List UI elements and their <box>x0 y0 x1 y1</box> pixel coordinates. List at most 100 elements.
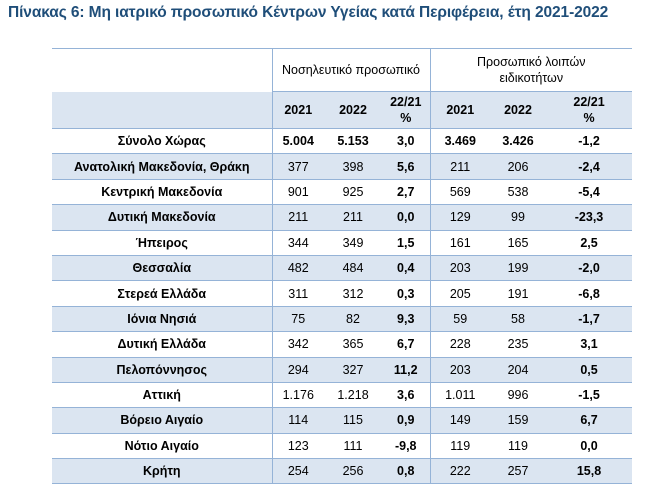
region-cell: Κεντρική Μακεδονία <box>52 179 272 206</box>
other-2022-cell: 257 <box>490 458 546 484</box>
other-change-cell: -23,3 <box>546 204 633 231</box>
other-2021-cell: 161 <box>429 230 490 256</box>
other-change-header-line1: 22/21 <box>573 95 605 109</box>
table-row: Θεσσαλία 482 484 0,4 203 199 -2,0 <box>52 255 633 282</box>
nursing-2021-cell: 1.176 <box>271 382 324 409</box>
nursing-2022-cell: 115 <box>324 407 382 434</box>
region-cell: Βόρειο Αιγαίο <box>52 407 272 434</box>
nursing-change-cell: 0,4 <box>382 255 430 282</box>
nursing-2022-cell: 312 <box>324 280 382 307</box>
other-2022-header: 2022 <box>490 91 546 129</box>
nursing-change-cell: 6,7 <box>382 331 430 358</box>
other-2022-cell: 165 <box>490 230 546 256</box>
other-staff-header-line2: ειδικοτήτων <box>499 71 564 85</box>
nursing-change-header-line1: 22/21 <box>390 95 422 109</box>
nursing-change-cell: 3,6 <box>382 382 430 409</box>
other-2022-cell: 206 <box>490 153 546 180</box>
nursing-change-header: 22/21 % <box>382 91 430 129</box>
other-change-cell: -5,4 <box>546 179 633 206</box>
nursing-2021-cell: 123 <box>271 433 324 460</box>
nursing-change-cell: 0,8 <box>382 458 430 484</box>
nursing-2022-cell: 256 <box>324 458 382 484</box>
other-change-cell: -1,7 <box>546 306 633 333</box>
nursing-group-header: Νοσηλευτικό προσωπικό <box>271 48 430 92</box>
other-2021-cell: 59 <box>429 306 490 333</box>
region-cell: Ανατολική Μακεδονία, Θράκη <box>52 153 272 180</box>
nursing-2021-header: 2021 <box>271 91 324 129</box>
other-2021-cell: 203 <box>429 357 490 383</box>
table-row: Βόρειο Αιγαίο 114 115 0,9 149 159 6,7 <box>52 407 633 434</box>
nursing-2022-cell: 5.153 <box>324 128 382 155</box>
nursing-2021-cell: 482 <box>271 255 324 282</box>
nursing-2022-cell: 111 <box>324 433 382 460</box>
other-change-cell: 2,5 <box>546 230 633 256</box>
other-2021-cell: 228 <box>429 331 490 358</box>
nursing-2021-cell: 377 <box>271 153 324 180</box>
nursing-2021-cell: 294 <box>271 357 324 383</box>
nursing-change-cell: 0,3 <box>382 280 430 307</box>
group-header-row: Νοσηλευτικό προσωπικό Προσωπικό λοιπών ε… <box>52 48 633 92</box>
column-header-row: 2021 2022 22/21 % 2021 2022 22/21 % <box>52 91 633 129</box>
other-staff-header-line1: Προσωπικό λοιπών <box>476 55 586 69</box>
nursing-2021-cell: 342 <box>271 331 324 358</box>
region-cell: Σύνολο Χώρας <box>52 128 272 155</box>
corner-cell <box>52 48 272 92</box>
table-row: Αττική 1.176 1.218 3,6 1.011 996 -1,5 <box>52 382 633 409</box>
other-2022-cell: 235 <box>490 331 546 358</box>
nursing-2021-cell: 254 <box>271 458 324 484</box>
table-row: Στερεά Ελλάδα 311 312 0,3 205 191 -6,8 <box>52 280 633 307</box>
other-change-cell: -1,2 <box>546 128 633 155</box>
other-2022-cell: 204 <box>490 357 546 383</box>
region-cell: Θεσσαλία <box>52 255 272 282</box>
nursing-change-cell: 0,0 <box>382 204 430 231</box>
nursing-change-cell: 9,3 <box>382 306 430 333</box>
table-row: Ιόνια Νησιά 75 82 9,3 59 58 -1,7 <box>52 306 633 333</box>
nursing-2021-cell: 75 <box>271 306 324 333</box>
other-2021-cell: 119 <box>429 433 490 460</box>
nursing-2022-header: 2022 <box>324 91 382 129</box>
nursing-2021-cell: 901 <box>271 179 324 206</box>
other-2021-cell: 569 <box>429 179 490 206</box>
other-2021-cell: 203 <box>429 255 490 282</box>
other-2022-cell: 58 <box>490 306 546 333</box>
other-change-cell: 6,7 <box>546 407 633 434</box>
table-row: Κεντρική Μακεδονία 901 925 2,7 569 538 -5,4 <box>52 179 633 206</box>
region-cell: Κρήτη <box>52 458 272 484</box>
other-2021-cell: 129 <box>429 204 490 231</box>
other-2022-cell: 191 <box>490 280 546 307</box>
nursing-2022-cell: 211 <box>324 204 382 231</box>
nursing-2021-cell: 211 <box>271 204 324 231</box>
region-cell: Στερεά Ελλάδα <box>52 280 272 307</box>
nursing-change-cell: 3,0 <box>382 128 430 155</box>
table-row: Νότιο Αιγαίο 123 111 -9,8 119 119 0,0 <box>52 433 633 460</box>
other-2022-cell: 3.426 <box>490 128 546 155</box>
nursing-change-cell: 11,2 <box>382 357 430 383</box>
other-2021-cell: 222 <box>429 458 490 484</box>
other-change-cell: 15,8 <box>546 458 633 484</box>
nursing-2022-cell: 925 <box>324 179 382 206</box>
regional-staff-table: Νοσηλευτικό προσωπικό Προσωπικό λοιπών ε… <box>52 48 633 484</box>
other-2021-cell: 1.011 <box>429 382 490 409</box>
nursing-2022-cell: 484 <box>324 255 382 282</box>
nursing-2022-cell: 82 <box>324 306 382 333</box>
other-2022-cell: 996 <box>490 382 546 409</box>
nursing-2021-cell: 5.004 <box>271 128 324 155</box>
table-row: Σύνολο Χώρας 5.004 5.153 3,0 3.469 3.426 -1,2 <box>52 128 633 155</box>
table-title: Πίνακας 6: Μη ιατρικό προσωπικό Κέντρων … <box>8 4 609 21</box>
nursing-2021-cell: 114 <box>271 407 324 434</box>
other-2022-cell: 99 <box>490 204 546 231</box>
other-2021-cell: 149 <box>429 407 490 434</box>
region-cell: Δυτική Μακεδονία <box>52 204 272 231</box>
region-cell: Πελοπόννησος <box>52 357 272 383</box>
other-2021-header: 2021 <box>429 91 490 129</box>
other-2022-cell: 199 <box>490 255 546 282</box>
table-row: Πελοπόννησος 294 327 11,2 203 204 0,5 <box>52 357 633 383</box>
nursing-change-cell: -9,8 <box>382 433 430 460</box>
region-cell: Δυτική Ελλάδα <box>52 331 272 358</box>
region-cell: Ιόνια Νησιά <box>52 306 272 333</box>
nursing-change-cell: 5,6 <box>382 153 430 180</box>
other-change-cell: 0,0 <box>546 433 633 460</box>
other-change-cell: -6,8 <box>546 280 633 307</box>
table-row: Δυτική Ελλάδα 342 365 6,7 228 235 3,1 <box>52 331 633 358</box>
other-2021-cell: 205 <box>429 280 490 307</box>
